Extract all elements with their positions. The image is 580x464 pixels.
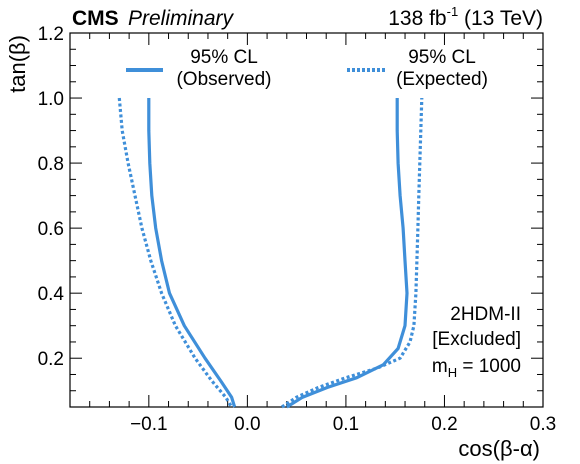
x-tick-label: −0.1 bbox=[130, 414, 168, 435]
annotation-excluded: [Excluded] bbox=[432, 329, 521, 350]
x-tick-label: 0.2 bbox=[431, 414, 457, 435]
legend-observed-line1: 95% CL bbox=[190, 47, 258, 68]
x-axis-label: cos(β-α) bbox=[458, 436, 540, 461]
header-lumi-exponent: -1 bbox=[447, 4, 459, 19]
contour-curves bbox=[117, 97, 424, 409]
legend-expected-line1: 95% CL bbox=[408, 47, 476, 68]
header-energy: (13 TeV) bbox=[458, 7, 543, 30]
y-tick-label: 0.4 bbox=[38, 284, 65, 305]
annotation-mass-value: = 1000 bbox=[457, 356, 521, 377]
observed-contour-0 bbox=[147, 98, 237, 408]
x-tick-label: 0.1 bbox=[333, 414, 359, 435]
observed-contour-1 bbox=[285, 98, 409, 409]
header-lumi-value: 138 fb bbox=[388, 7, 446, 30]
legend-expected-line2: (Expected) bbox=[396, 69, 488, 90]
y-tick-label: 0.6 bbox=[38, 219, 64, 240]
header-status: Preliminary bbox=[128, 7, 235, 30]
expected-contour-3 bbox=[281, 97, 424, 409]
model-annotation: 2HDM-II [Excluded] mH = 1000 bbox=[432, 304, 521, 380]
annotation-model: 2HDM-II bbox=[450, 304, 521, 325]
y-tick-label: 0.8 bbox=[38, 154, 64, 175]
axis-ticks bbox=[69, 32, 544, 408]
y-axis-label: tan(β) bbox=[5, 35, 30, 93]
legend-observed-line2: (Observed) bbox=[176, 69, 271, 90]
header-experiment: CMS bbox=[72, 7, 119, 30]
annotation-mass-subscript: H bbox=[448, 365, 457, 380]
y-tick-label: 0.2 bbox=[38, 349, 64, 370]
y-tick-label: 1.0 bbox=[38, 89, 64, 110]
expected-contour-2 bbox=[117, 97, 233, 408]
header-lumi: 138 fb-1 (13 TeV) bbox=[388, 4, 543, 30]
legend: 95% CL (Observed) 95% CL (Expected) bbox=[126, 47, 488, 90]
y-tick-labels: 0.2 0.4 0.6 0.8 1.0 1.2 bbox=[38, 24, 65, 370]
x-tick-label: 0.0 bbox=[234, 414, 260, 435]
x-tick-label: 0.3 bbox=[530, 414, 556, 435]
annotation-mass: mH = 1000 bbox=[432, 356, 521, 380]
y-tick-label: 1.2 bbox=[38, 24, 64, 45]
x-tick-labels: −0.1 0.0 0.1 0.2 0.3 bbox=[130, 414, 556, 435]
annotation-mass-symbol: m bbox=[432, 356, 448, 377]
